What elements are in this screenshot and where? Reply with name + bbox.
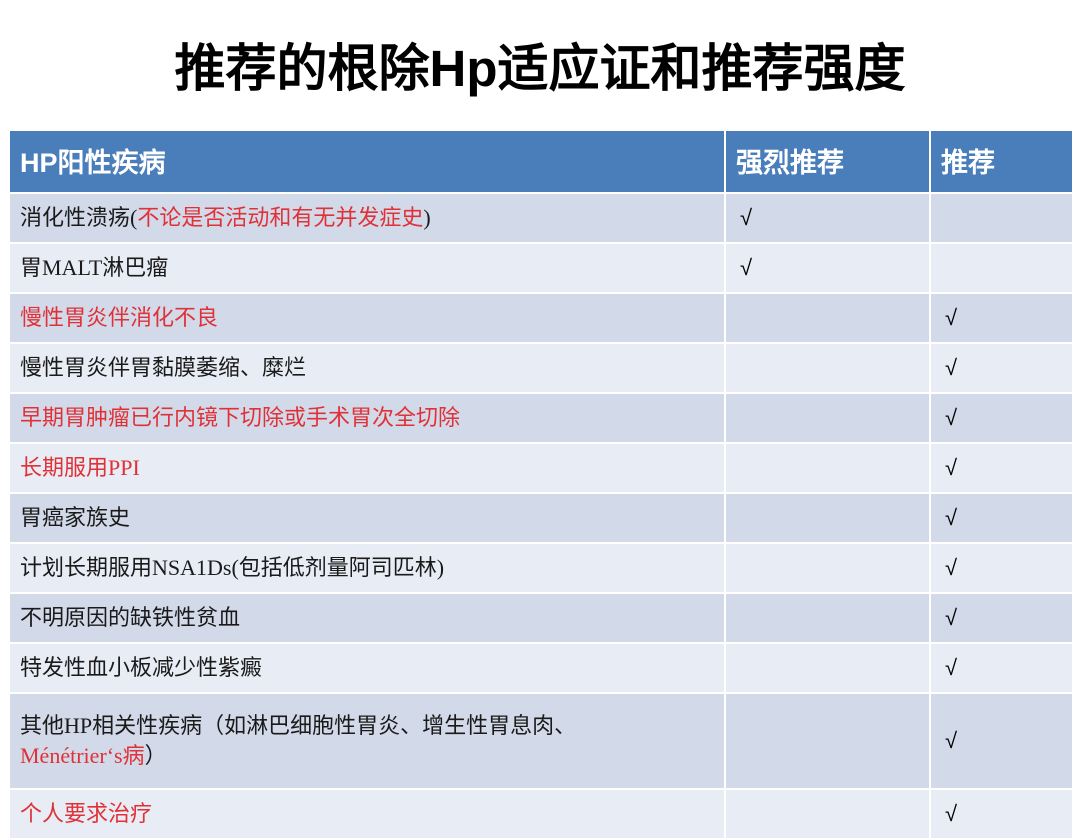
disease-text-black: 不明原因的缺铁性贫血 bbox=[20, 605, 241, 630]
cell-strong-recommend-check bbox=[726, 544, 931, 594]
disease-text-black-trailing: ) bbox=[423, 205, 431, 230]
disease-line-continued: Ménétrier‘s病） bbox=[20, 741, 716, 771]
disease-text-red: 早期胃肿瘤已行内镜下切除或手术胃次全切除 bbox=[20, 405, 461, 430]
disease-text-black: 其他HP相关性疾病（如淋巴细胞性胃炎、增生性胃息肉、 bbox=[20, 713, 577, 738]
cell-recommend-check: √ bbox=[931, 344, 1072, 394]
column-header-strong-recommend: 强烈推荐 bbox=[726, 131, 931, 194]
cell-recommend-check: √ bbox=[931, 594, 1072, 644]
table-row: 个人要求治疗 √ bbox=[10, 790, 1072, 840]
cell-disease: 计划长期服用NSA1Ds(包括低剂量阿司匹林) bbox=[10, 544, 726, 594]
disease-text-red: Ménétrier‘s病 bbox=[20, 743, 145, 768]
cell-disease: 特发性血小板减少性紫癜 bbox=[10, 644, 726, 694]
disease-text-black: 消化性溃疡( bbox=[20, 205, 138, 230]
indications-table-wrapper: HP阳性疾病 强烈推荐 推荐 消化性溃疡(不论是否活动和有无并发症史) √ 胃MAL… bbox=[10, 131, 1072, 840]
cell-recommend-check: √ bbox=[931, 394, 1072, 444]
cell-recommend-check: √ bbox=[931, 790, 1072, 840]
cell-disease: 慢性胃炎伴消化不良 bbox=[10, 294, 726, 344]
table-row: 消化性溃疡(不论是否活动和有无并发症史) √ bbox=[10, 194, 1072, 244]
cell-disease: 长期服用PPI bbox=[10, 444, 726, 494]
cell-disease: 不明原因的缺铁性贫血 bbox=[10, 594, 726, 644]
disease-text-black: 胃癌家族史 bbox=[20, 505, 131, 530]
disease-line: 胃癌家族史 bbox=[20, 503, 716, 533]
table-row: 慢性胃炎伴消化不良 √ bbox=[10, 294, 1072, 344]
disease-line: 早期胃肿瘤已行内镜下切除或手术胃次全切除 bbox=[20, 403, 716, 433]
disease-line: 慢性胃炎伴消化不良 bbox=[20, 303, 716, 333]
disease-line: 胃MALT淋巴瘤 bbox=[20, 253, 716, 283]
cell-strong-recommend-check bbox=[726, 494, 931, 544]
cell-recommend-check: √ bbox=[931, 694, 1072, 790]
disease-line: 不明原因的缺铁性贫血 bbox=[20, 603, 716, 633]
disease-line: 特发性血小板减少性紫癜 bbox=[20, 653, 716, 683]
cell-disease: 个人要求治疗 bbox=[10, 790, 726, 840]
disease-text-red: 不论是否活动和有无并发症史 bbox=[137, 205, 424, 230]
table-row: 特发性血小板减少性紫癜 √ bbox=[10, 644, 1072, 694]
cell-recommend-check: √ bbox=[931, 294, 1072, 344]
disease-line: 慢性胃炎伴胃黏膜萎缩、糜烂 bbox=[20, 353, 716, 383]
table-row: 慢性胃炎伴胃黏膜萎缩、糜烂 √ bbox=[10, 344, 1072, 394]
cell-disease: 胃MALT淋巴瘤 bbox=[10, 244, 726, 294]
cell-strong-recommend-check bbox=[726, 790, 931, 840]
disease-text-black: 特发性血小板减少性紫癜 bbox=[20, 655, 263, 680]
disease-line: 其他HP相关性疾病（如淋巴细胞性胃炎、增生性胃息肉、 bbox=[20, 711, 716, 741]
disease-text-red: 长期服用PPI bbox=[20, 455, 140, 480]
table-row: 计划长期服用NSA1Ds(包括低剂量阿司匹林) √ bbox=[10, 544, 1072, 594]
cell-disease: 消化性溃疡(不论是否活动和有无并发症史) bbox=[10, 194, 726, 244]
cell-strong-recommend-check: √ bbox=[726, 244, 931, 294]
disease-line: 消化性溃疡(不论是否活动和有无并发症史) bbox=[20, 203, 716, 233]
cell-recommend-check bbox=[931, 244, 1072, 294]
cell-disease: 早期胃肿瘤已行内镜下切除或手术胃次全切除 bbox=[10, 394, 726, 444]
cell-recommend-check: √ bbox=[931, 644, 1072, 694]
column-header-disease: HP阳性疾病 bbox=[10, 131, 726, 194]
cell-disease: 胃癌家族史 bbox=[10, 494, 726, 544]
page-title: 推荐的根除Hp适应证和推荐强度 bbox=[174, 40, 906, 97]
cell-recommend-check: √ bbox=[931, 494, 1072, 544]
cell-disease: 慢性胃炎伴胃黏膜萎缩、糜烂 bbox=[10, 344, 726, 394]
cell-strong-recommend-check bbox=[726, 644, 931, 694]
disease-text-red: 慢性胃炎伴消化不良 bbox=[20, 305, 219, 330]
cell-recommend-check: √ bbox=[931, 544, 1072, 594]
cell-strong-recommend-check bbox=[726, 694, 931, 790]
cell-strong-recommend-check bbox=[726, 294, 931, 344]
cell-recommend-check bbox=[931, 194, 1072, 244]
table-row: 胃MALT淋巴瘤 √ bbox=[10, 244, 1072, 294]
indications-table: HP阳性疾病 强烈推荐 推荐 消化性溃疡(不论是否活动和有无并发症史) √ 胃MAL… bbox=[10, 131, 1072, 840]
slide-root: 推荐的根除Hp适应证和推荐强度 HP阳性疾病 强烈推荐 推荐 消化性溃疡(不论是… bbox=[10, 40, 1072, 840]
cell-strong-recommend-check bbox=[726, 344, 931, 394]
disease-text-black: 计划长期服用NSA1Ds(包括低剂量阿司匹林) bbox=[20, 555, 445, 580]
cell-strong-recommend-check bbox=[726, 594, 931, 644]
table-header: HP阳性疾病 强烈推荐 推荐 bbox=[10, 131, 1072, 194]
disease-text-black: 慢性胃炎伴胃黏膜萎缩、糜烂 bbox=[20, 355, 307, 380]
cell-strong-recommend-check bbox=[726, 444, 931, 494]
table-body: 消化性溃疡(不论是否活动和有无并发症史) √ 胃MALT淋巴瘤 √ 慢性胃炎伴消化不良 √… bbox=[10, 194, 1072, 840]
disease-line: 个人要求治疗 bbox=[20, 799, 716, 829]
cell-strong-recommend-check: √ bbox=[726, 194, 931, 244]
header-row: HP阳性疾病 强烈推荐 推荐 bbox=[10, 131, 1072, 194]
cell-recommend-check: √ bbox=[931, 444, 1072, 494]
disease-line: 计划长期服用NSA1Ds(包括低剂量阿司匹林) bbox=[20, 553, 716, 583]
disease-text-red: 个人要求治疗 bbox=[20, 801, 153, 826]
table-row: 胃癌家族史 √ bbox=[10, 494, 1072, 544]
disease-text-black: 胃MALT淋巴瘤 bbox=[20, 255, 169, 280]
table-row: 早期胃肿瘤已行内镜下切除或手术胃次全切除 √ bbox=[10, 394, 1072, 444]
disease-text-black-trailing: ） bbox=[144, 743, 167, 768]
disease-line: 长期服用PPI bbox=[20, 453, 716, 483]
table-row: 长期服用PPI √ bbox=[10, 444, 1072, 494]
table-row: 不明原因的缺铁性贫血 √ bbox=[10, 594, 1072, 644]
table-row: 其他HP相关性疾病（如淋巴细胞性胃炎、增生性胃息肉、 Ménétrier‘s病） √ bbox=[10, 694, 1072, 790]
cell-disease: 其他HP相关性疾病（如淋巴细胞性胃炎、增生性胃息肉、 Ménétrier‘s病） bbox=[10, 694, 726, 790]
cell-strong-recommend-check bbox=[726, 394, 931, 444]
column-header-recommend: 推荐 bbox=[931, 131, 1072, 194]
